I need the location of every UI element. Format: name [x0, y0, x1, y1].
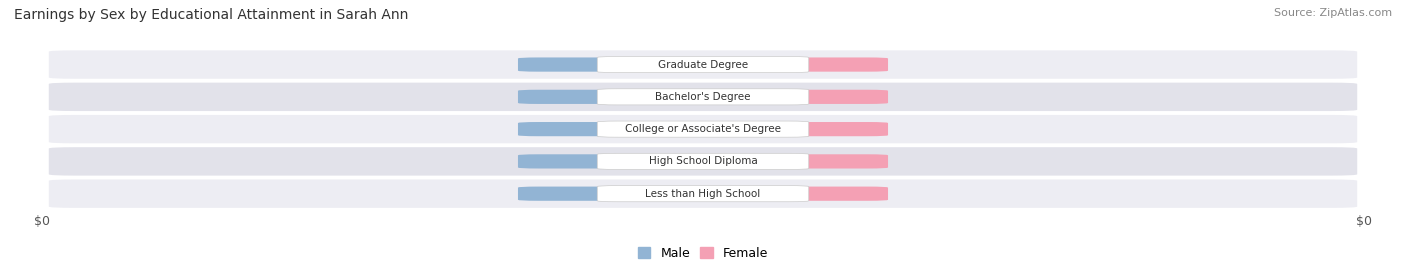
Legend: Male, Female: Male, Female	[633, 242, 773, 265]
Text: Graduate Degree: Graduate Degree	[658, 59, 748, 70]
FancyBboxPatch shape	[49, 147, 1357, 176]
Text: $0: $0	[789, 59, 803, 70]
FancyBboxPatch shape	[517, 187, 703, 201]
FancyBboxPatch shape	[703, 90, 889, 104]
Text: $0: $0	[789, 189, 803, 199]
FancyBboxPatch shape	[49, 50, 1357, 79]
FancyBboxPatch shape	[598, 89, 808, 105]
Text: $0: $0	[603, 92, 617, 102]
Text: $0: $0	[789, 124, 803, 134]
FancyBboxPatch shape	[703, 187, 889, 201]
Text: Earnings by Sex by Educational Attainment in Sarah Ann: Earnings by Sex by Educational Attainmen…	[14, 8, 408, 22]
Text: $0: $0	[603, 189, 617, 199]
FancyBboxPatch shape	[598, 121, 808, 137]
FancyBboxPatch shape	[517, 58, 703, 72]
FancyBboxPatch shape	[703, 154, 889, 168]
Text: $0: $0	[603, 156, 617, 167]
Text: Less than High School: Less than High School	[645, 189, 761, 199]
Text: $0: $0	[603, 124, 617, 134]
FancyBboxPatch shape	[517, 154, 703, 168]
FancyBboxPatch shape	[703, 122, 889, 136]
Text: Source: ZipAtlas.com: Source: ZipAtlas.com	[1274, 8, 1392, 18]
Text: High School Diploma: High School Diploma	[648, 156, 758, 167]
Text: College or Associate's Degree: College or Associate's Degree	[626, 124, 780, 134]
FancyBboxPatch shape	[517, 90, 703, 104]
FancyBboxPatch shape	[703, 58, 889, 72]
FancyBboxPatch shape	[598, 186, 808, 202]
Text: $0: $0	[789, 156, 803, 167]
FancyBboxPatch shape	[49, 115, 1357, 143]
FancyBboxPatch shape	[598, 56, 808, 73]
FancyBboxPatch shape	[49, 179, 1357, 208]
FancyBboxPatch shape	[598, 153, 808, 169]
FancyBboxPatch shape	[517, 122, 703, 136]
Text: Bachelor's Degree: Bachelor's Degree	[655, 92, 751, 102]
FancyBboxPatch shape	[49, 83, 1357, 111]
Text: $0: $0	[789, 92, 803, 102]
Text: $0: $0	[603, 59, 617, 70]
